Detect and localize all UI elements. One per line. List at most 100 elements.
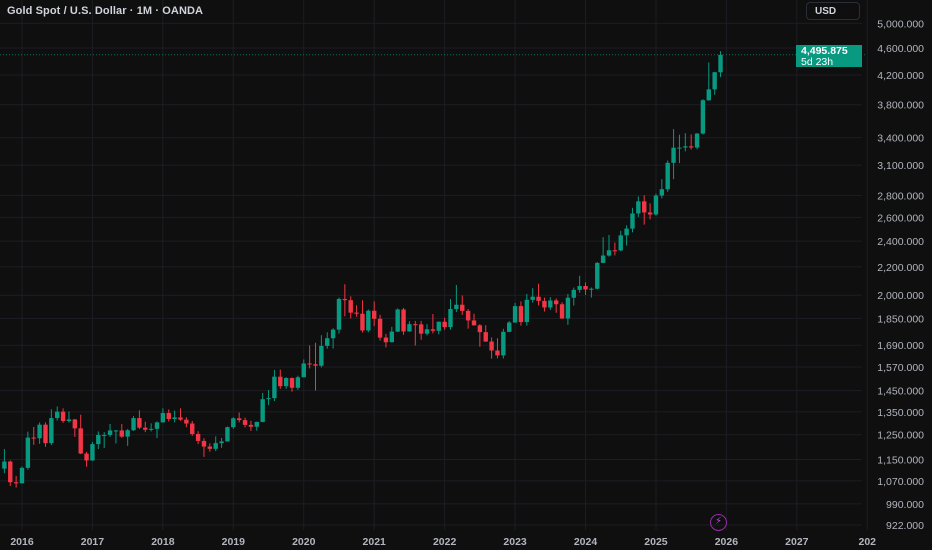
candle-body	[530, 296, 535, 300]
candle-body	[483, 332, 488, 342]
x-tick-label: 2022	[433, 536, 457, 548]
bar-countdown: 5d 23h	[801, 55, 834, 68]
candle-body	[460, 304, 465, 311]
candle	[207, 443, 213, 452]
candle-body	[242, 420, 248, 425]
candle	[72, 418, 78, 437]
y-tick-label: 1,150.000	[877, 454, 924, 466]
candle-body	[207, 446, 213, 449]
candle	[19, 466, 25, 484]
x-tick-label: 2024	[574, 536, 598, 548]
candle-body	[354, 312, 359, 314]
candle-body	[489, 341, 494, 351]
candle-body	[101, 434, 107, 436]
candle-body	[559, 304, 565, 319]
candle-body	[225, 427, 230, 442]
candle	[131, 416, 136, 431]
lightning-icon[interactable]: ⚡︎	[710, 514, 727, 531]
candle	[448, 299, 453, 330]
candle-body	[336, 298, 342, 330]
candle	[595, 262, 600, 290]
candle-body	[266, 398, 271, 400]
candle-body	[90, 444, 95, 461]
x-tick-label: 2016	[10, 536, 34, 548]
candle-body	[125, 430, 130, 437]
currency-button[interactable]: USD	[806, 2, 860, 20]
candle-body	[642, 201, 647, 213]
candle	[60, 408, 66, 423]
candle-body	[13, 482, 19, 484]
candle	[96, 431, 101, 450]
candle	[483, 325, 488, 342]
candle-body	[107, 430, 113, 435]
candle	[190, 421, 195, 436]
candle	[418, 320, 424, 340]
candle-body	[688, 146, 694, 148]
candle-body	[260, 399, 265, 422]
candle	[248, 420, 254, 431]
y-tick-label: 2,800.000	[877, 190, 924, 202]
candle	[542, 297, 547, 312]
candle	[289, 377, 295, 392]
candle	[172, 410, 177, 423]
candle-body	[307, 363, 312, 365]
candle-body	[172, 417, 177, 419]
candle-body	[677, 147, 682, 149]
y-tick-label: 1,850.000	[877, 313, 924, 325]
candle	[712, 71, 717, 95]
candle	[454, 284, 459, 312]
candle-body	[37, 424, 42, 439]
candle	[700, 99, 706, 135]
y-tick-label: 3,800.000	[877, 100, 924, 112]
candle-body	[442, 321, 447, 328]
candle-body	[166, 412, 171, 419]
x-tick-label: 2021	[363, 536, 387, 548]
candle	[148, 423, 154, 432]
candle	[465, 309, 471, 329]
candle	[565, 293, 571, 325]
candle	[254, 421, 259, 431]
candle	[571, 287, 576, 306]
y-tick-label: 1,690.000	[877, 340, 924, 352]
candle-body	[78, 428, 83, 454]
candle	[606, 234, 612, 257]
candle-body	[495, 350, 500, 356]
x-tick-label: 2017	[81, 536, 105, 548]
candle	[330, 328, 336, 349]
candle-body	[201, 440, 207, 447]
candle	[84, 451, 89, 467]
candle	[665, 160, 670, 192]
candle-body	[477, 325, 483, 333]
candle	[307, 345, 312, 369]
candle-body	[184, 419, 189, 424]
x-tick-label: 2020	[292, 536, 316, 548]
candle	[90, 441, 95, 461]
candle-body	[231, 418, 236, 428]
candle-body	[31, 437, 36, 439]
x-tick-label: 2019	[222, 536, 246, 548]
y-tick-label: 1,250.000	[877, 430, 924, 442]
candle	[236, 412, 242, 423]
candle-body	[413, 324, 418, 326]
y-tick-label: 3,100.000	[877, 160, 924, 172]
candle-body	[19, 467, 25, 484]
candle-body	[360, 313, 365, 331]
candle-body	[342, 298, 348, 301]
candle-body	[272, 376, 277, 399]
candle	[401, 307, 406, 335]
candle-body	[55, 411, 60, 419]
candle	[706, 62, 711, 101]
candle-body	[372, 310, 377, 319]
candle-body	[160, 412, 166, 423]
candle-body	[389, 331, 395, 343]
candle	[383, 333, 389, 348]
candle	[436, 321, 441, 335]
candle-body	[43, 424, 48, 444]
candle-body	[665, 162, 670, 190]
candle	[266, 390, 271, 406]
x-tick-label: 202	[859, 536, 877, 548]
candle-body	[383, 337, 389, 343]
candle	[372, 301, 377, 327]
candle	[342, 284, 348, 317]
